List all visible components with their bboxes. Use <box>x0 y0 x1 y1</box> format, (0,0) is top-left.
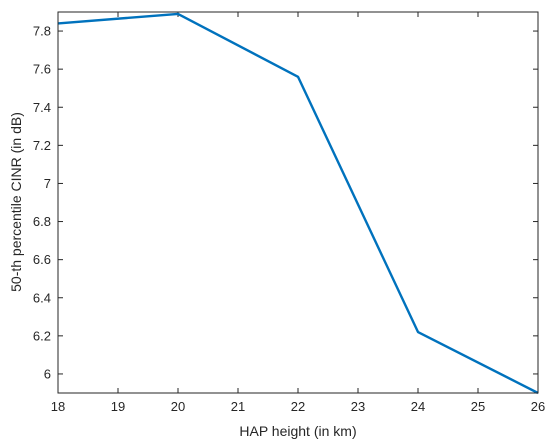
y-tick-label: 7.8 <box>33 24 51 39</box>
x-axis-label: HAP height (in km) <box>239 423 356 439</box>
ticks-layer <box>57 12 539 393</box>
y-tick-label: 6.6 <box>33 252 51 267</box>
y-tick-label: 6 <box>44 366 51 381</box>
x-tick-label: 25 <box>471 399 485 414</box>
x-tick-label: 18 <box>51 399 65 414</box>
y-tick-label: 7 <box>44 176 51 191</box>
x-tick-label: 20 <box>171 399 185 414</box>
y-tick-label: 6.8 <box>33 214 51 229</box>
y-tick-label: 7.6 <box>33 62 51 77</box>
x-tick-label: 22 <box>291 399 305 414</box>
x-tick-label: 24 <box>411 399 425 414</box>
y-tick-label: 7.4 <box>33 100 51 115</box>
y-tick-label: 7.2 <box>33 138 51 153</box>
y-tick-label: 6.2 <box>33 328 51 343</box>
tick-labels-layer: 18 19 20 21 22 23 24 25 26 6 6.2 6.4 6.6 6.8 7 7.2 7.4 7.… <box>33 24 545 414</box>
series-line <box>57 12 539 395</box>
x-tick-label: 21 <box>231 399 245 414</box>
plot-area-frame <box>57 11 539 394</box>
y-axis-label: 50-th percentile CINR (in dB) <box>8 112 24 292</box>
series-layer <box>57 12 539 395</box>
y-tick-label: 6.4 <box>33 290 51 305</box>
x-tick-label: 19 <box>111 399 125 414</box>
x-tick-label: 26 <box>531 399 545 414</box>
x-tick-label: 23 <box>351 399 365 414</box>
